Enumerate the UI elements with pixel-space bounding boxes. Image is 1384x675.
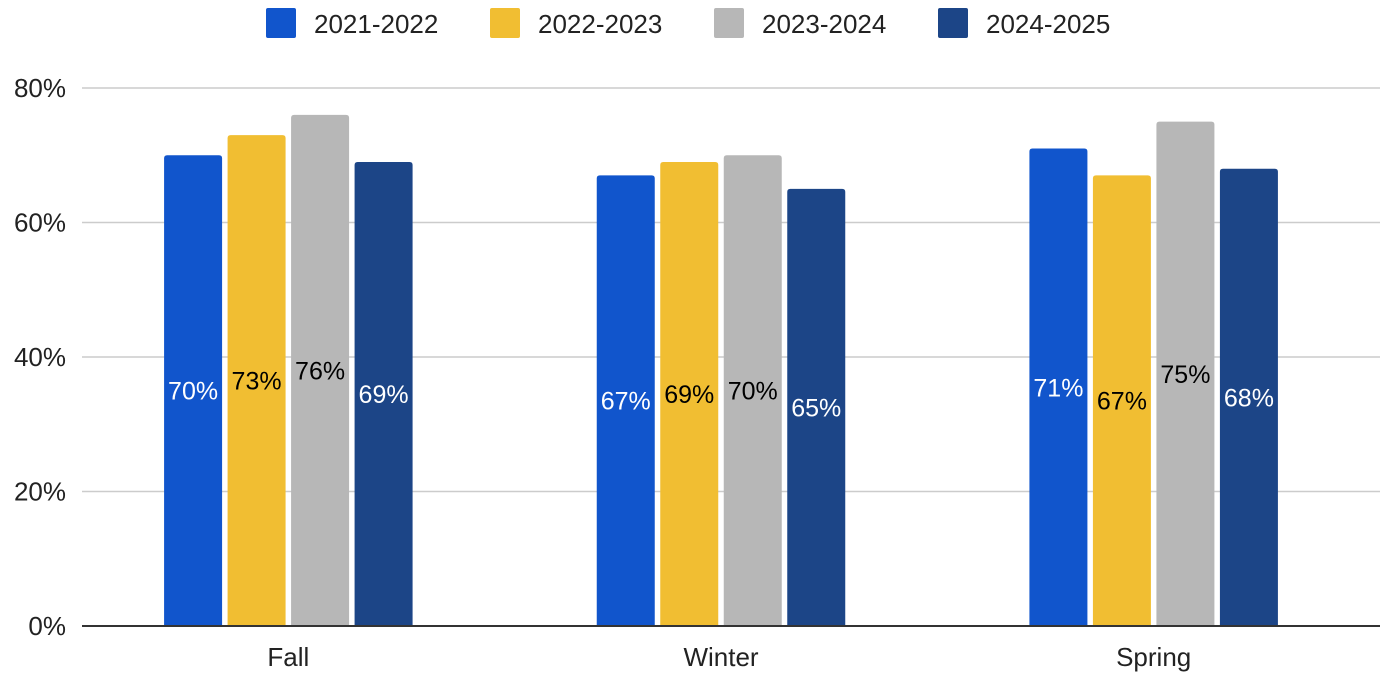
bar (723, 155, 782, 626)
bar (1156, 121, 1215, 626)
x-category-label: Winter (683, 642, 758, 672)
bar-value-label: 69% (359, 381, 409, 409)
y-tick-label: 40% (14, 342, 66, 372)
bar-value-label: 68% (1224, 384, 1274, 412)
bar-value-label: 76% (295, 357, 345, 385)
chart-legend: 2021-2022 2022-2023 2023-2024 2024-2025 (266, 8, 1110, 39)
legend-label: 2024-2025 (986, 9, 1110, 39)
bar (787, 188, 846, 626)
bar (1092, 175, 1151, 627)
bar (354, 161, 413, 626)
y-tick-label: 80% (14, 73, 66, 103)
bars (164, 114, 1278, 627)
legend-swatch (490, 8, 520, 38)
x-axis: Fall Winter Spring (82, 625, 1380, 672)
bar-value-label: 70% (728, 378, 778, 406)
bar (164, 155, 223, 626)
y-tick-label: 0% (28, 611, 66, 641)
x-category-label: Fall (267, 642, 309, 672)
legend-label: 2021-2022 (314, 9, 438, 39)
bar-value-label: 69% (664, 381, 714, 409)
y-tick-label: 60% (14, 208, 66, 238)
bar-value-label: 70% (168, 378, 218, 406)
y-tick-label: 20% (14, 477, 66, 507)
bar (660, 161, 719, 626)
bar (1029, 148, 1088, 626)
bar-value-label: 67% (601, 388, 651, 416)
legend-swatch (938, 8, 968, 38)
bar-value-label: 67% (1097, 388, 1147, 416)
bar-value-label: 75% (1160, 361, 1210, 389)
bar-value-label: 65% (791, 394, 841, 422)
bar (227, 135, 286, 626)
legend-label: 2022-2023 (538, 9, 662, 39)
bar-value-label: 71% (1033, 374, 1083, 402)
y-axis: 0% 20% 40% 60% 80% (14, 73, 66, 641)
bar (291, 114, 350, 627)
legend-swatch (266, 8, 296, 38)
bar (596, 175, 655, 627)
x-category-label: Spring (1116, 642, 1191, 672)
legend-label: 2023-2024 (762, 9, 886, 39)
bar-labels: 70% 73% 76% 69% 67% 69% 70% 65% 71% 67% 75% 68% (168, 357, 1274, 422)
legend-swatch (714, 8, 744, 38)
bar (1219, 168, 1278, 626)
bar-value-label: 73% (232, 368, 282, 396)
